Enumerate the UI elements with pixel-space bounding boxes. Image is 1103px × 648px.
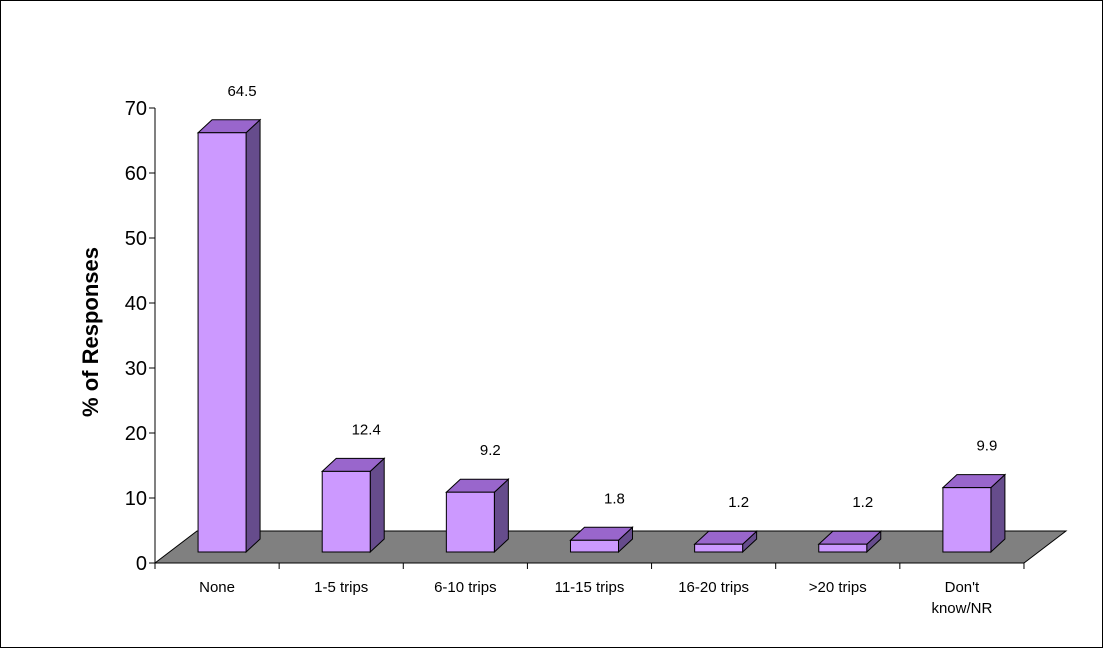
category-label: 6-10 trips: [434, 579, 497, 596]
data-label: 64.5: [227, 83, 256, 100]
bar-front: [321, 470, 371, 553]
bar-side: [369, 457, 385, 554]
y-tick-label: 0: [136, 553, 147, 575]
y-tick-label: 20: [125, 423, 147, 445]
y-tick-label: 10: [125, 488, 147, 510]
bar-front: [942, 487, 992, 553]
data-label: 12.4: [352, 421, 381, 438]
bar: [817, 530, 883, 554]
bar-side: [245, 118, 261, 554]
bar: [320, 457, 386, 554]
category-label: 11-15 trips: [555, 579, 625, 596]
bar: [693, 530, 758, 554]
data-label: 9.2: [480, 442, 501, 459]
y-tick-label: 60: [125, 163, 147, 185]
bar: [196, 118, 262, 554]
y-tick-label: 40: [125, 293, 147, 315]
y-tick-label: 30: [125, 358, 147, 380]
bar-front: [694, 543, 744, 553]
category-label: Don't know/NR: [931, 579, 992, 617]
category-label: >20 trips: [809, 579, 867, 596]
bar-front: [197, 132, 247, 553]
category-label: 1-5 trips: [314, 579, 368, 596]
data-label: 1.2: [728, 494, 749, 511]
y-tick-label: 70: [125, 98, 147, 120]
y-tick-label: 50: [125, 228, 147, 250]
category-label: None: [199, 579, 235, 596]
bar-front: [445, 491, 495, 553]
bar: [569, 526, 634, 554]
y-axis-title: % of Responses: [78, 247, 103, 417]
data-label: 1.8: [604, 490, 625, 507]
data-label: 9.9: [976, 438, 997, 455]
bar-front: [818, 543, 868, 553]
bar-front: [569, 539, 619, 553]
bar: [941, 473, 1007, 554]
category-label: 16-20 trips: [678, 579, 749, 596]
data-label: 1.2: [852, 494, 873, 511]
bar: [445, 478, 510, 554]
